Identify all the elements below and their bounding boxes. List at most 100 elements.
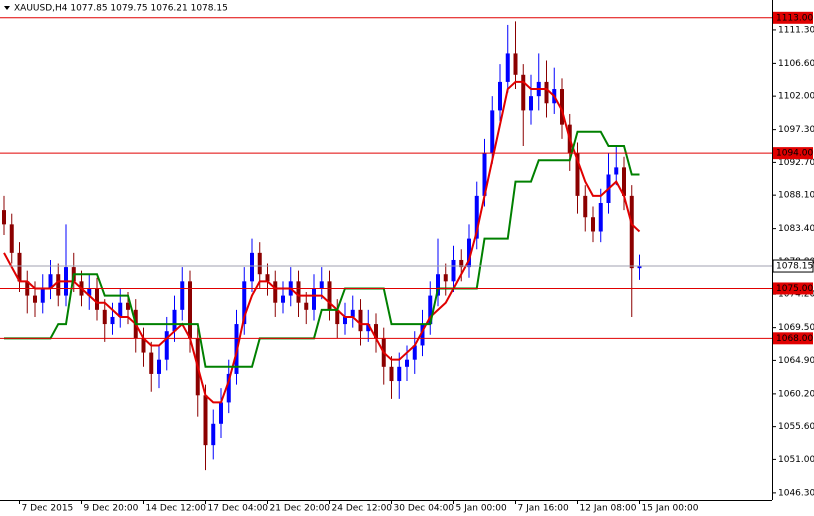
candle-body xyxy=(56,274,61,296)
candle-body xyxy=(374,324,378,339)
candle-body xyxy=(350,309,355,317)
menu-arrow xyxy=(4,6,10,10)
y-tick-label: 1092.70 xyxy=(778,158,814,168)
x-tick-label: 12 Jan 08:00 xyxy=(580,504,637,514)
indicator-line xyxy=(4,130,640,368)
candle-body xyxy=(343,316,347,325)
candle-body xyxy=(102,309,107,325)
chart-header: XAUUSD,H4 1077.85 1079.75 1076.21 1078.1… xyxy=(14,4,228,14)
candle-body xyxy=(637,266,642,269)
candle-body xyxy=(250,252,254,282)
x-tick-label: 15 Jan 00:00 xyxy=(642,504,699,514)
candle-body xyxy=(48,274,53,289)
candle-body xyxy=(358,309,363,332)
y-tick-label: 1046.30 xyxy=(778,488,814,498)
candle-body xyxy=(110,316,115,325)
candle-body xyxy=(242,281,247,325)
candle-body xyxy=(490,110,495,154)
candle-body xyxy=(257,252,262,275)
candle-body xyxy=(17,252,22,282)
candle-body xyxy=(327,281,332,310)
candle-body xyxy=(149,352,154,374)
y-tick-label: 1051.00 xyxy=(778,455,814,465)
candle-body xyxy=(203,395,208,446)
x-tick-label: 17 Dec 04:00 xyxy=(208,504,269,514)
candle-body xyxy=(629,195,634,269)
level-label: 1068.00 xyxy=(776,334,813,344)
candle-body xyxy=(575,153,580,196)
candle-body xyxy=(164,331,169,360)
y-tick-label: 1069.50 xyxy=(778,323,814,333)
last-price-box xyxy=(772,259,814,273)
candle-body xyxy=(281,295,285,303)
level-label: 1094.00 xyxy=(776,149,813,159)
candle-body xyxy=(622,167,626,196)
candle-body xyxy=(2,210,6,225)
candle-body xyxy=(126,302,130,310)
candle-body xyxy=(312,288,316,310)
level-label-box xyxy=(773,147,813,160)
y-tick-label: 1097.30 xyxy=(778,125,814,135)
x-tick-label: 30 Dec 04:00 xyxy=(394,504,455,514)
candle-body xyxy=(529,96,533,111)
y-tick-label: 1074.20 xyxy=(778,290,814,300)
y-tick-label: 1106.60 xyxy=(778,59,814,69)
candle-body xyxy=(366,324,371,332)
candle-body xyxy=(226,373,231,403)
candle-body xyxy=(420,324,425,346)
y-tick-label: 1111.30 xyxy=(778,25,814,35)
candle-body xyxy=(319,281,324,289)
candle-body xyxy=(459,259,464,268)
candle-body xyxy=(188,281,192,339)
candle-body xyxy=(304,302,309,310)
candle-body xyxy=(397,366,402,382)
candle-body xyxy=(412,345,417,360)
y-tick-label: 1083.40 xyxy=(778,224,814,234)
candle-body xyxy=(467,238,471,268)
y-tick-label: 1064.90 xyxy=(778,356,814,366)
candle-body xyxy=(211,423,216,446)
candle-body xyxy=(443,274,448,282)
candle-body xyxy=(436,274,440,296)
candle-body xyxy=(219,402,223,424)
candle-body xyxy=(405,359,409,367)
last-price-label: 1078.15 xyxy=(776,262,813,272)
level-label: 1075.00 xyxy=(776,284,813,294)
level-label: 1113.00 xyxy=(776,13,813,23)
indicator-line xyxy=(3,80,641,404)
x-tick-label: 7 Jan 16:00 xyxy=(518,504,570,514)
candle-body xyxy=(591,217,595,232)
candle-body xyxy=(598,202,603,232)
candle-body xyxy=(513,53,518,75)
y-tick-label: 1060.20 xyxy=(778,389,814,399)
candle-body xyxy=(583,195,588,218)
candle-body xyxy=(335,309,340,325)
x-tick-label: 21 Dec 20:00 xyxy=(270,504,331,514)
candle-body xyxy=(482,153,487,196)
candle-body xyxy=(265,274,270,282)
level-label-box xyxy=(773,11,813,24)
level-label-box xyxy=(773,332,813,345)
candle-body xyxy=(428,295,433,325)
x-tick-label: 5 Jan 00:00 xyxy=(456,504,508,514)
candle-body xyxy=(141,338,146,353)
candle-body xyxy=(273,281,278,303)
candle-body xyxy=(33,295,37,303)
candle-body xyxy=(498,81,502,111)
candle-body xyxy=(95,288,99,310)
candle-body xyxy=(505,53,510,82)
candle-body xyxy=(389,366,394,382)
candle-body xyxy=(474,195,479,239)
y-tick-label: 1055.60 xyxy=(778,422,814,432)
candle-body xyxy=(544,81,549,104)
y-tick-label: 1088.10 xyxy=(778,191,814,201)
x-tick-label: 24 Dec 12:00 xyxy=(332,504,393,514)
candle-body xyxy=(451,259,456,282)
candle-body xyxy=(521,74,526,111)
y-tick-label: 1102.00 xyxy=(778,92,814,102)
candle-body xyxy=(157,359,161,374)
candle-body xyxy=(180,281,185,310)
candle-body xyxy=(560,89,564,125)
level-label-box xyxy=(773,282,813,295)
